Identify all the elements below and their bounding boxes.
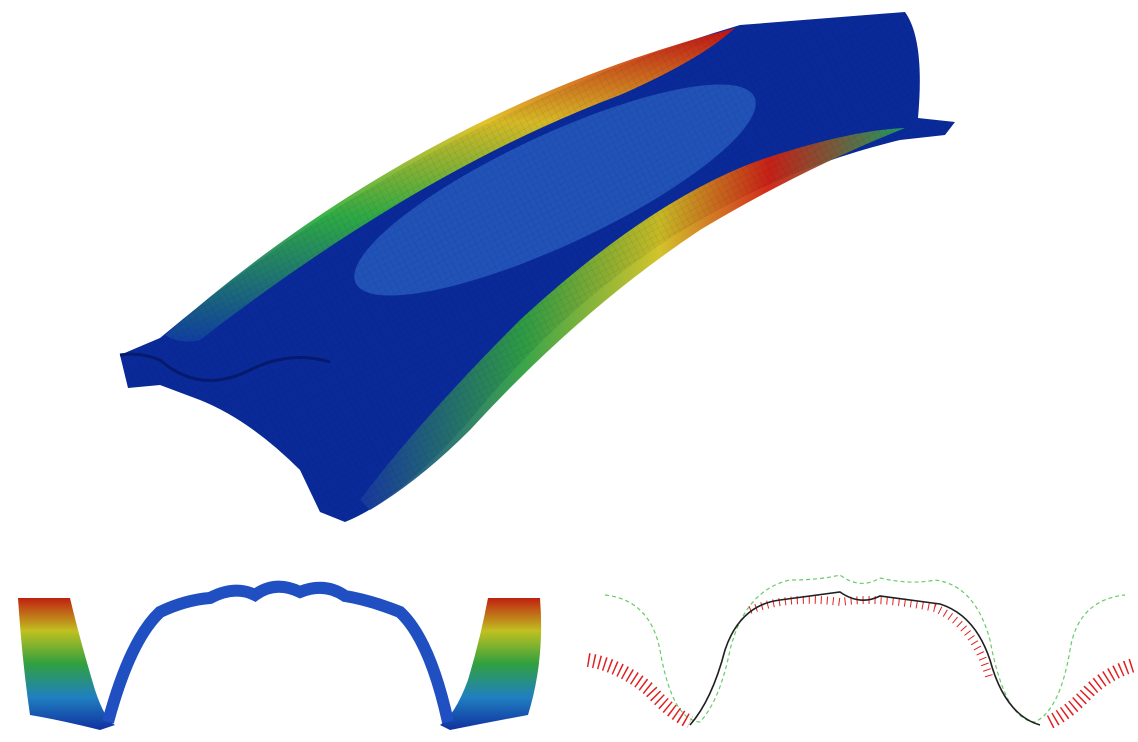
reference-outline <box>605 575 1125 722</box>
simulation-figure <box>0 0 1138 742</box>
arrow-hatch-top <box>750 600 990 680</box>
page <box>0 0 1138 742</box>
section-contour <box>18 587 541 730</box>
section-profile <box>108 587 448 722</box>
right-wall <box>440 598 541 730</box>
deformed-outline <box>690 592 1040 725</box>
arrow-hatch-left <box>588 660 690 722</box>
arrow-hatch-right <box>1050 665 1134 722</box>
panel-3d <box>120 12 955 522</box>
section-vectors <box>588 575 1134 725</box>
mesh-overlay <box>120 12 955 522</box>
left-wall <box>18 598 115 730</box>
